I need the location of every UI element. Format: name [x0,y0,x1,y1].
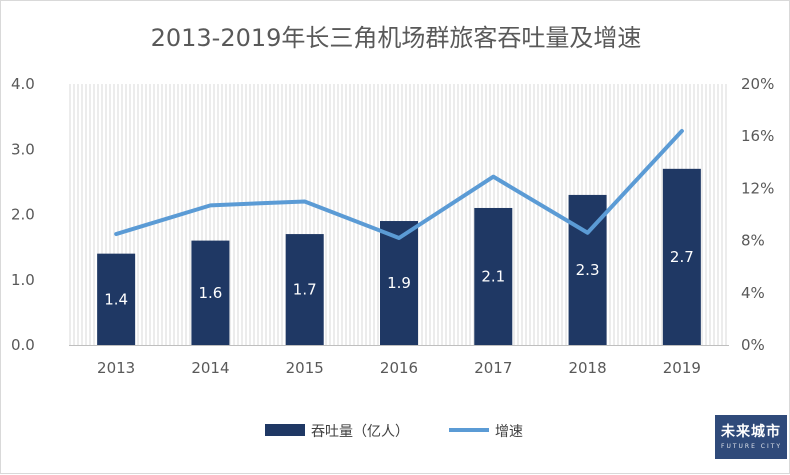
legend: 吞吐量（亿人） 增速 [265,424,523,440]
legend-bar-label: 吞吐量（亿人） [311,424,409,440]
y-right-tick: 16% [741,127,774,145]
bar-label-2018: 2.3 [576,261,600,279]
bar-label-2016: 1.9 [387,274,411,292]
x-axis: 2013 2014 2015 2016 2017 2018 2019 [69,346,729,378]
legend-item-line[interactable]: 增速 [449,424,523,440]
y-axis-right: 0% 4% 8% 12% 16% 20% [741,75,774,354]
chart-title: 2013-2019年长三角机场群旅客吞吐量及增速 [151,24,642,52]
logo-sub-text: FUTURE CITY [721,443,783,450]
x-tick-2019: 2019 [663,359,701,377]
x-tick-2018: 2018 [568,359,606,377]
bar-label-2017: 2.1 [481,267,505,285]
x-tick-2017: 2017 [474,359,512,377]
bar-label-2013: 1.4 [104,290,128,308]
y-left-tick: 2.0 [11,206,35,224]
bar-label-2019: 2.7 [670,248,694,266]
y-right-tick: 4% [741,284,765,302]
y-left-tick: 4.0 [11,75,35,93]
y-left-tick: 1.0 [11,271,35,289]
bar-label-2014: 1.6 [198,284,222,302]
legend-bar-swatch [265,424,305,436]
legend-item-bar[interactable]: 吞吐量（亿人） [265,424,409,440]
legend-line-label: 增速 [495,424,523,440]
x-tick-2013: 2013 [97,359,135,377]
y-right-tick: 12% [741,179,774,197]
logo-main-text: 未来城市 [721,421,783,441]
bar-label-2015: 1.7 [293,281,317,299]
y-right-tick: 0% [741,336,765,354]
y-right-tick: 20% [741,75,774,93]
x-tick-2016: 2016 [380,359,418,377]
x-tick-2014: 2014 [191,359,229,377]
y-left-tick: 3.0 [11,140,35,158]
y-left-tick: 0.0 [11,336,35,354]
y-axis-left: 0.0 1.0 2.0 3.0 4.0 [11,75,35,354]
future-city-logo: 未来城市 FUTURE CITY [715,415,787,459]
x-tick-2015: 2015 [286,359,324,377]
y-right-tick: 8% [741,232,765,250]
